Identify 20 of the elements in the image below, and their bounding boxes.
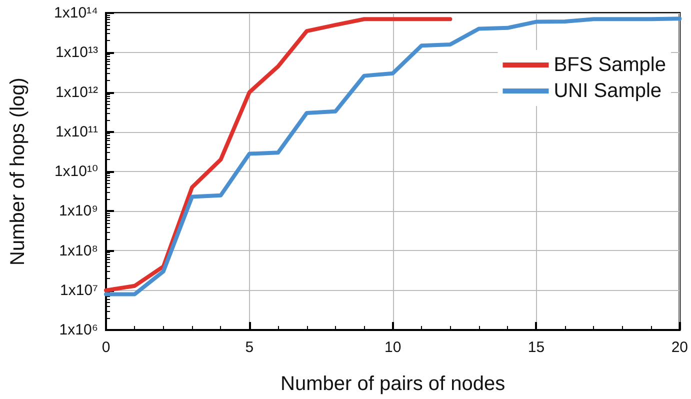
- y-tick-label: 1x10¹⁰: [54, 163, 98, 180]
- y-tick-label: 1x10⁸: [59, 242, 98, 260]
- x-tick-label: 5: [245, 339, 254, 356]
- y-tick-label: 1x10⁹: [59, 202, 98, 220]
- x-axis-title: Number of pairs of nodes: [280, 373, 506, 395]
- y-tick-label: 1x10¹¹: [55, 123, 98, 140]
- y-tick-label: 1x10¹³: [55, 44, 98, 62]
- x-tick-label: 15: [528, 339, 545, 356]
- x-tick-label: 10: [384, 339, 402, 356]
- x-tick-label: 0: [102, 339, 110, 356]
- x-tick-label: 20: [671, 339, 688, 356]
- y-tick-label: 1x10⁶: [59, 322, 98, 338]
- y-tick-label: 1x10¹⁴: [54, 4, 98, 22]
- line-series: [104, 16, 682, 296]
- y-axis-title: Number of hops (log): [7, 78, 29, 266]
- legend-label: UNI Sample: [554, 80, 662, 102]
- legend-label: BFS Sample: [554, 54, 666, 76]
- y-tick-label: 1x10¹²: [55, 84, 98, 101]
- line-series: [104, 17, 452, 292]
- y-tick-label: 1x10⁷: [60, 282, 98, 299]
